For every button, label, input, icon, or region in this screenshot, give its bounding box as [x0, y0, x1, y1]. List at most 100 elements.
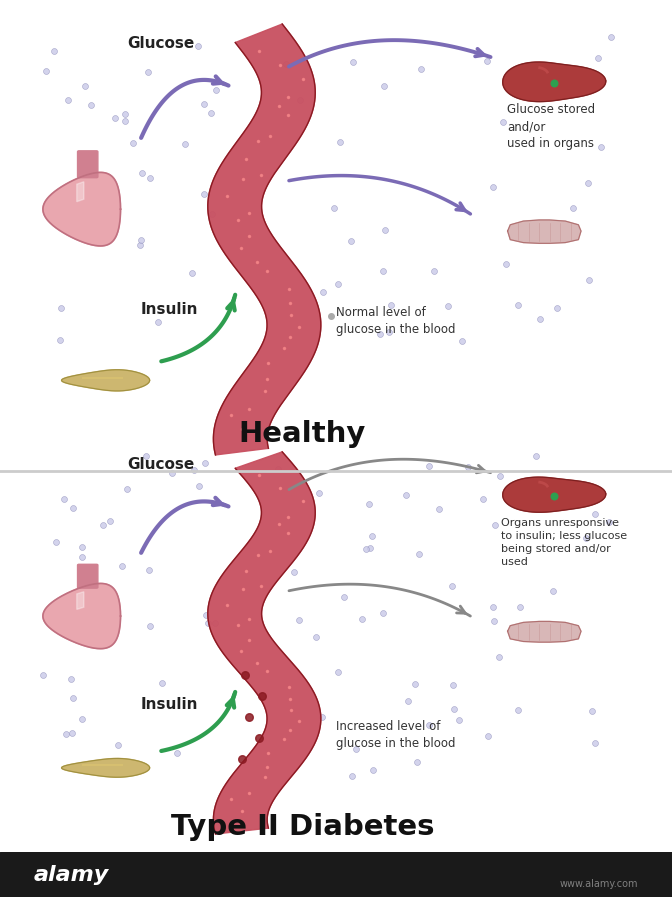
Point [179, 136, 190, 151]
Point [584, 273, 595, 287]
Point [97, 518, 108, 532]
Point [206, 206, 217, 221]
Point [514, 599, 525, 614]
Point [253, 731, 264, 745]
Polygon shape [43, 583, 120, 649]
Point [489, 518, 500, 532]
Point [240, 668, 251, 683]
Point [153, 315, 163, 329]
Point [583, 176, 594, 190]
Polygon shape [208, 24, 321, 455]
Polygon shape [62, 759, 150, 777]
Text: Glucose stored
and/or
used in organs: Glucose stored and/or used in organs [507, 103, 595, 151]
Point [66, 672, 77, 686]
Point [567, 201, 578, 215]
Point [357, 612, 368, 626]
Polygon shape [77, 592, 84, 609]
Point [386, 298, 396, 312]
Polygon shape [208, 452, 321, 834]
Point [62, 93, 73, 108]
Point [140, 448, 151, 463]
Point [590, 736, 601, 750]
Point [317, 710, 327, 724]
Polygon shape [507, 220, 581, 243]
Point [134, 238, 145, 252]
Text: Type II Diabetes: Type II Diabetes [171, 814, 434, 841]
Point [332, 276, 343, 291]
Point [547, 584, 558, 598]
Point [595, 140, 606, 154]
Point [206, 106, 217, 120]
Point [368, 762, 378, 777]
Point [202, 615, 213, 630]
Point [501, 257, 511, 271]
Point [590, 507, 601, 521]
Point [335, 135, 346, 150]
Point [120, 107, 130, 121]
Point [121, 483, 132, 497]
Text: Glucose: Glucose [128, 457, 195, 472]
FancyBboxPatch shape [77, 151, 98, 178]
Point [463, 460, 474, 475]
Point [144, 619, 155, 633]
Point [380, 222, 390, 237]
Point [603, 515, 614, 529]
Point [194, 479, 204, 493]
Point [348, 55, 359, 69]
Polygon shape [43, 172, 120, 246]
Point [38, 668, 48, 683]
Point [345, 234, 356, 248]
Point [477, 492, 488, 507]
Point [378, 79, 389, 93]
Point [200, 608, 211, 623]
Polygon shape [62, 370, 150, 391]
Point [424, 718, 435, 733]
Point [412, 754, 423, 769]
Point [55, 301, 66, 316]
Point [329, 201, 339, 215]
Point [198, 187, 209, 201]
Point [401, 488, 412, 502]
Point [347, 770, 358, 784]
Point [447, 579, 458, 594]
Point [364, 497, 374, 511]
Point [374, 327, 385, 342]
Point [145, 171, 156, 186]
Text: www.alamy.com: www.alamy.com [560, 878, 638, 889]
Point [120, 113, 130, 127]
Point [58, 492, 69, 507]
Point [481, 54, 492, 68]
Point [442, 299, 453, 313]
Point [489, 614, 499, 628]
Point [112, 738, 123, 753]
Text: Increased level of
glucose in the blood: Increased level of glucose in the blood [336, 719, 456, 750]
Point [487, 600, 498, 614]
Polygon shape [503, 62, 605, 101]
Text: Insulin: Insulin [141, 697, 199, 712]
Point [85, 98, 96, 112]
Point [136, 166, 147, 180]
Point [40, 65, 51, 79]
Point [116, 559, 127, 573]
Point [188, 463, 199, 477]
Point [423, 459, 434, 474]
Point [497, 115, 508, 129]
Point [68, 501, 79, 515]
Point [581, 530, 592, 544]
Point [378, 606, 388, 621]
Point [428, 264, 439, 278]
Point [128, 135, 138, 150]
Point [365, 541, 376, 555]
Point [433, 502, 444, 517]
Point [273, 462, 284, 476]
Point [257, 689, 267, 703]
Point [551, 300, 562, 315]
Point [110, 111, 120, 126]
FancyBboxPatch shape [77, 564, 98, 588]
Point [51, 535, 62, 549]
Point [171, 746, 182, 761]
Point [414, 547, 425, 562]
Point [456, 334, 467, 348]
Point [487, 180, 498, 195]
Point [67, 727, 77, 741]
